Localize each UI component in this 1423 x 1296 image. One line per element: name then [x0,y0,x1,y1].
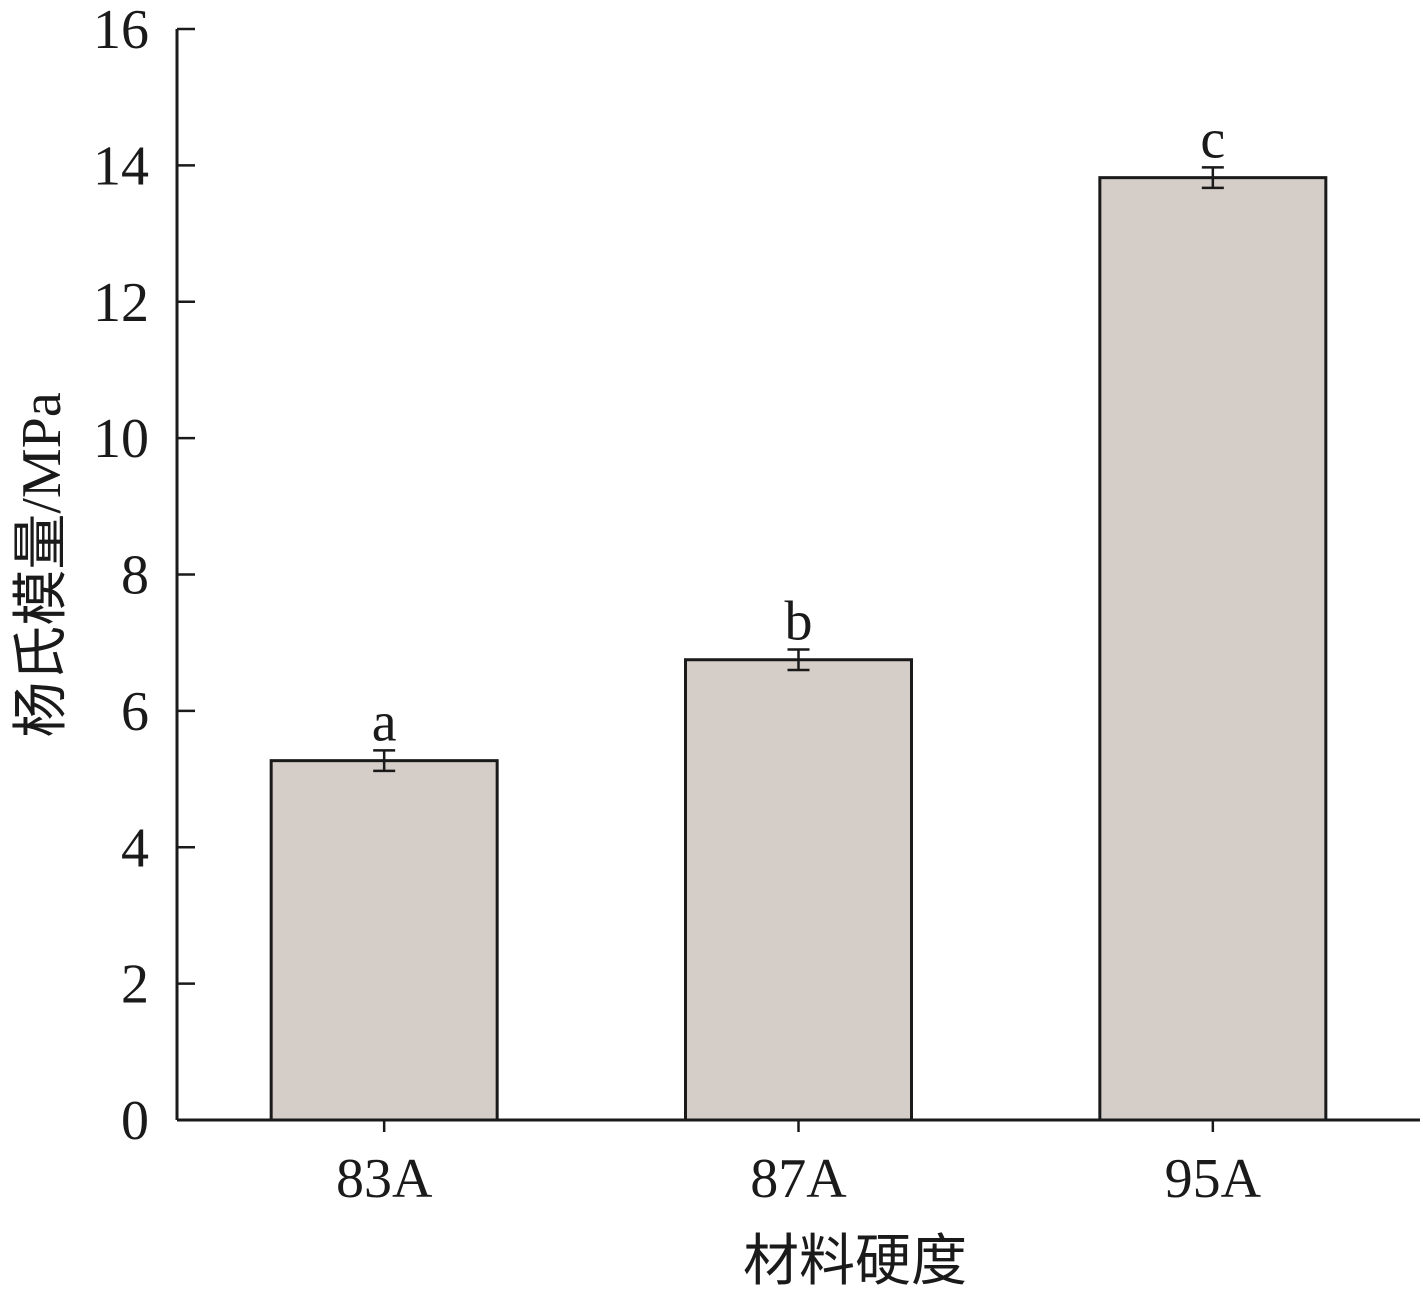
significance-label-87A: b [785,591,813,653]
y-tick-label-4: 4 [121,817,149,879]
bars-group: a b c [269,108,1328,1122]
significance-label-83A: a [372,691,397,753]
bar-83A [269,759,499,1122]
y-tick-label-12: 12 [93,272,149,334]
axes-group: 83A 87A 95A 0 2 4 6 8 10 12 14 16 [93,0,1420,1210]
x-axis-title: 材料硬度 [743,1231,967,1291]
y-tick-label-10: 10 [93,408,149,470]
y-tick-label-14: 14 [93,135,149,197]
y-tick-label-6: 6 [121,681,149,743]
y-tick-label-0: 0 [121,1090,149,1152]
y-tick-label-2: 2 [121,954,149,1016]
bar-95A [1098,176,1328,1122]
x-tick-label-95A: 95A [1165,1148,1262,1210]
bar-87A [684,658,913,1122]
y-axis-title: 杨氏模量/MPa [11,392,73,737]
y-tick-label-8: 8 [121,545,149,607]
significance-label-95A: c [1200,108,1225,170]
x-tick-label-87A: 87A [750,1148,847,1210]
x-tick-label-83A: 83A [336,1148,433,1210]
y-tick-label-16: 16 [93,0,149,61]
